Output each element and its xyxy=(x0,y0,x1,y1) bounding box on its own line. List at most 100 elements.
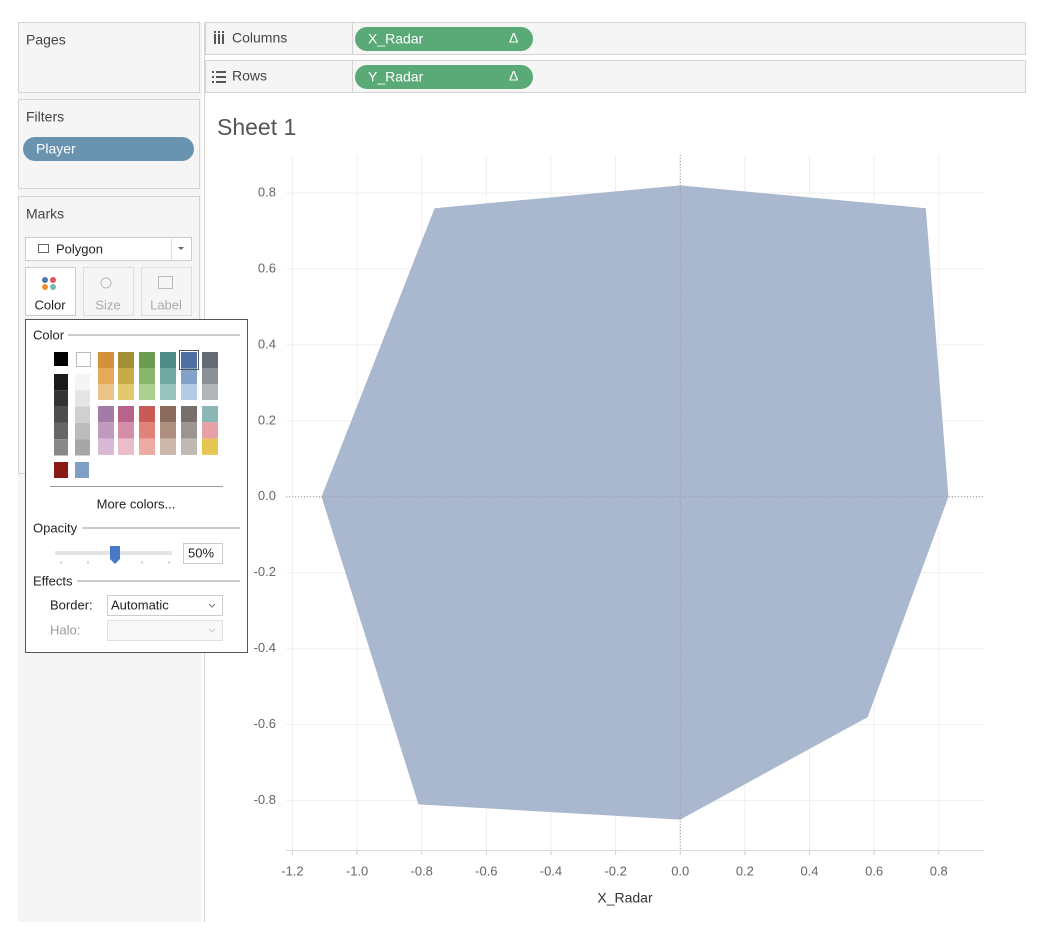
swatch xyxy=(75,422,90,440)
swatch xyxy=(139,368,155,384)
polygon xyxy=(321,185,949,820)
columns-shelf xyxy=(205,22,1026,55)
color-icon xyxy=(42,277,56,290)
swatch xyxy=(54,374,68,391)
pages-card xyxy=(18,22,200,93)
y-tick-label: -0.6 xyxy=(254,716,276,731)
swatch xyxy=(181,384,197,400)
rows-pill[interactable] xyxy=(355,65,533,89)
columns-pill-text: X_Radar xyxy=(368,31,424,47)
size-button[interactable] xyxy=(83,267,134,316)
swatch xyxy=(75,406,90,423)
halo-label: Halo: xyxy=(50,622,80,637)
swatch xyxy=(181,406,197,423)
x-axis-title: X_Radar xyxy=(597,890,653,906)
swatch xyxy=(139,422,155,439)
x-tick-label: -1.0 xyxy=(346,863,368,878)
opacity-input[interactable] xyxy=(183,543,223,564)
y-tick-label: 0.6 xyxy=(258,260,276,275)
columns-pill[interactable] xyxy=(355,27,533,51)
mark-type-dropdown[interactable] xyxy=(25,237,192,261)
rows-icon xyxy=(212,71,226,83)
swatch xyxy=(160,368,176,384)
color-popup: Color More colors... Opacity 50% Effects… xyxy=(25,319,248,653)
opacity-ticks xyxy=(60,561,170,564)
swatch xyxy=(160,384,176,400)
y-tick-label: -0.8 xyxy=(254,792,276,807)
swatch xyxy=(181,438,197,455)
pages-title: Pages xyxy=(26,32,66,48)
columns-pill-icon: Δ xyxy=(509,30,518,46)
label-button-label: Label xyxy=(150,297,182,312)
swatch xyxy=(202,384,218,400)
more-colors[interactable]: More colors... xyxy=(97,496,176,511)
filters-title: Filters xyxy=(26,109,64,125)
border-label: Border: xyxy=(50,597,93,612)
swatch xyxy=(54,422,68,440)
swatch xyxy=(54,439,68,456)
filter-pill-text: Player xyxy=(36,141,76,157)
color-button-label: Color xyxy=(34,297,66,312)
filter-pill[interactable] xyxy=(23,137,194,161)
color-button[interactable] xyxy=(25,267,76,316)
swatch xyxy=(98,422,114,439)
marks-title: Marks xyxy=(26,206,64,222)
border-dropdown[interactable] xyxy=(107,595,223,616)
rows-pill-text: Y_Radar xyxy=(368,69,424,85)
swatch xyxy=(54,462,68,478)
swatch xyxy=(181,422,197,439)
swatch xyxy=(202,406,218,423)
effects-label: Effects xyxy=(33,573,73,588)
size-icon xyxy=(100,277,112,289)
x-tick-label: 0.0 xyxy=(671,863,689,878)
swatch xyxy=(75,374,90,391)
swatch xyxy=(139,438,155,455)
swatch xyxy=(118,438,134,455)
swatch xyxy=(118,368,134,384)
swatch xyxy=(118,406,134,423)
swatch xyxy=(75,390,90,407)
x-tick-label: 0.6 xyxy=(865,863,883,878)
y-tick-label: 0.4 xyxy=(258,336,276,351)
swatch xyxy=(54,406,68,423)
rows-shelf xyxy=(205,60,1026,93)
x-tick-label: -0.8 xyxy=(411,863,433,878)
opacity-label: Opacity xyxy=(33,520,78,535)
dropdown-arrow xyxy=(208,628,216,633)
x-tick-label: -0.2 xyxy=(604,863,626,878)
dropdown-arrow xyxy=(208,603,216,608)
selected-swatch xyxy=(179,350,199,370)
rows-pill-icon: Δ xyxy=(509,68,518,84)
swatch xyxy=(75,439,90,456)
swatch xyxy=(76,352,91,367)
swatch xyxy=(98,352,114,368)
swatch xyxy=(160,406,176,423)
label-button[interactable] xyxy=(141,267,192,316)
swatch xyxy=(54,390,68,407)
sheet-title: Sheet 1 xyxy=(217,114,296,140)
swatch xyxy=(181,352,197,368)
swatch xyxy=(202,422,218,439)
border-value: Automatic xyxy=(111,597,169,612)
chart: -1.2 -1.0 -0.8 -0.6 -0.4 -0.2 0.0 0.2 0.4 0.6 0.8 0… xyxy=(254,155,984,906)
columns-icon xyxy=(214,31,224,44)
swatch-palette xyxy=(54,350,218,478)
swatch xyxy=(139,384,155,400)
size-button-label: Size xyxy=(95,297,120,312)
swatch xyxy=(160,422,176,439)
opacity-thumb[interactable] xyxy=(110,546,120,564)
swatch xyxy=(160,352,176,368)
rows-label: Rows xyxy=(232,68,267,84)
mark-type-icon xyxy=(38,244,49,253)
swatch xyxy=(98,368,114,384)
swatch xyxy=(54,352,68,366)
swatch xyxy=(118,352,134,368)
opacity-value: 50% xyxy=(188,545,214,560)
label-icon xyxy=(158,276,173,289)
y-tick-label: -0.2 xyxy=(254,564,276,579)
swatch xyxy=(181,368,197,384)
x-tick-label: 0.8 xyxy=(930,863,948,878)
swatch xyxy=(139,406,155,423)
x-tick-label: -0.4 xyxy=(540,863,562,878)
